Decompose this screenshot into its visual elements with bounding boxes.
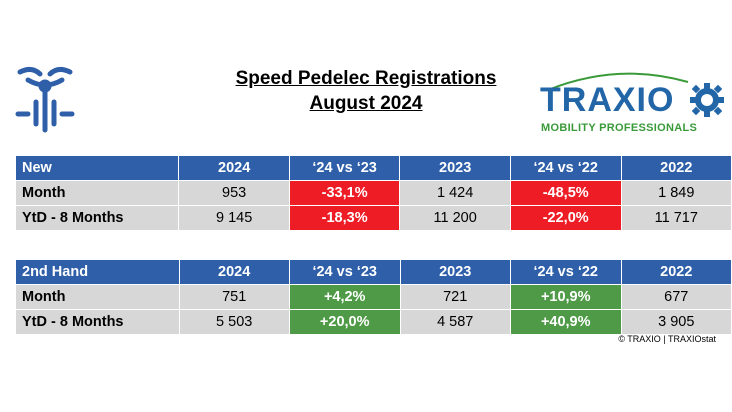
change-cell: +4,2% — [288, 284, 401, 310]
column-header: 2023 — [399, 155, 511, 181]
logo-tagline: MOBILITY PROFESSIONALS — [541, 122, 698, 134]
change-cell: +20,0% — [288, 309, 401, 335]
table-cell: 953 — [178, 180, 290, 206]
change-cell: -33,1% — [288, 180, 401, 206]
table-cell: 721 — [399, 284, 511, 310]
logo-text: TRAXIO — [540, 81, 675, 119]
report-title: Speed Pedelec Registrations August 2024 — [180, 66, 552, 116]
table-cell: 4 587 — [399, 309, 511, 335]
table-cell: 9 145 — [178, 205, 290, 231]
change-cell: -48,5% — [509, 180, 622, 206]
copyright-notice: © TRAXIO | TRAXIOstat — [618, 334, 716, 344]
column-header: ‘24 vs ‘22 — [509, 259, 622, 285]
row-label: Month — [14, 180, 180, 206]
row-label: YtD - 8 Months — [14, 205, 180, 231]
table-cell: 1 849 — [620, 180, 732, 206]
traxio-logo: TRAXIO MOBILITY PROFESSIONALS — [538, 68, 724, 138]
table-cell: 11 717 — [620, 205, 732, 231]
title-line-2: August 2024 — [309, 93, 423, 114]
table-header-row: New 2024 ‘24 vs ‘23 2023 ‘24 vs ‘22 2022 — [14, 155, 732, 181]
column-header: New — [14, 155, 180, 181]
logo-swoosh-icon — [547, 72, 689, 91]
table-row: Month 953 -33,1% 1 424 -48,5% 1 849 — [14, 180, 732, 206]
speed-pedelec-icon — [15, 66, 75, 133]
column-header: 2024 — [178, 259, 290, 285]
column-header: ‘24 vs ‘23 — [288, 259, 401, 285]
column-header: 2023 — [399, 259, 511, 285]
column-header: 2024 — [178, 155, 290, 181]
table-row: YtD - 8 Months 9 145 -18,3% 11 200 -22,0… — [14, 205, 732, 231]
title-line-1: Speed Pedelec Registrations — [235, 68, 497, 89]
table-row: YtD - 8 Months 5 503 +20,0% 4 587 +40,9%… — [15, 309, 732, 335]
table-cell: 677 — [620, 284, 732, 310]
table-cell: 11 200 — [399, 205, 511, 231]
change-cell: +10,9% — [509, 284, 622, 310]
change-cell: -18,3% — [288, 205, 401, 231]
gear-icon — [690, 83, 724, 117]
change-cell: -22,0% — [509, 205, 622, 231]
column-header: 2nd Hand — [15, 259, 180, 285]
table-cell: 5 503 — [178, 309, 290, 335]
row-label: YtD - 8 Months — [15, 309, 180, 335]
column-header: 2022 — [620, 259, 732, 285]
row-label: Month — [15, 284, 180, 310]
column-header: 2022 — [620, 155, 732, 181]
table-cell: 3 905 — [620, 309, 732, 335]
new-registrations-table: New 2024 ‘24 vs ‘23 2023 ‘24 vs ‘22 2022… — [14, 155, 732, 231]
table-row: Month 751 +4,2% 721 +10,9% 677 — [15, 284, 732, 310]
table-header-row: 2nd Hand 2024 ‘24 vs ‘23 2023 ‘24 vs ‘22… — [15, 259, 732, 285]
second-hand-registrations-table: 2nd Hand 2024 ‘24 vs ‘23 2023 ‘24 vs ‘22… — [15, 259, 732, 335]
column-header: ‘24 vs ‘23 — [288, 155, 401, 181]
page-header: Speed Pedelec Registrations August 2024 … — [0, 0, 732, 150]
table-cell: 751 — [178, 284, 290, 310]
table-cell: 1 424 — [399, 180, 511, 206]
change-cell: +40,9% — [509, 309, 622, 335]
column-header: ‘24 vs ‘22 — [509, 155, 622, 181]
